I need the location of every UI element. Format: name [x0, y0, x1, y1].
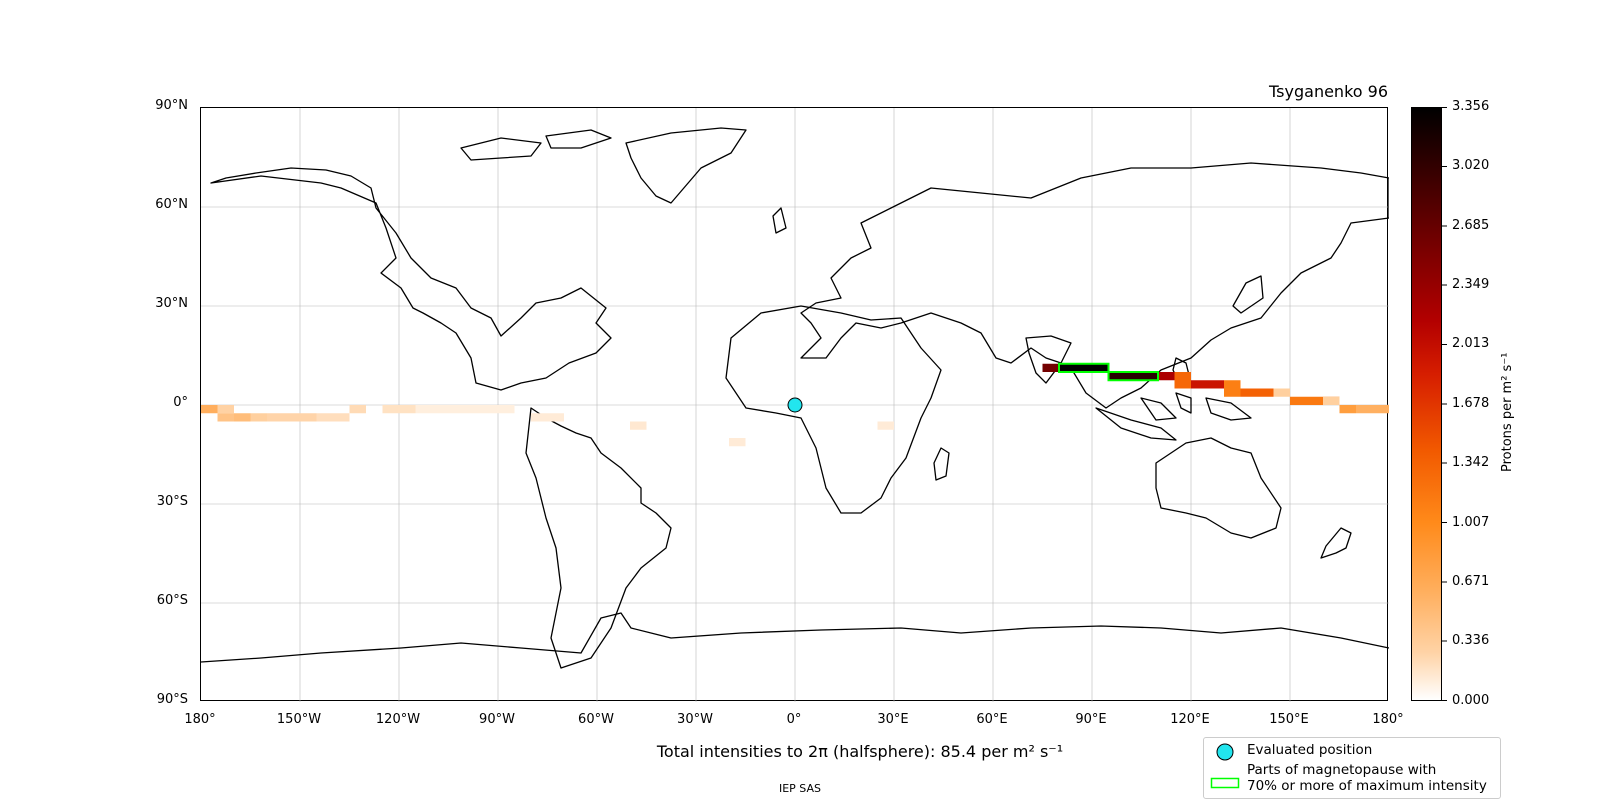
intensity-cell: [1339, 405, 1356, 414]
indonesia: [1095, 392, 1252, 441]
colorbar-tick-label: 3.020: [1452, 158, 1490, 173]
intensity-cell: [234, 413, 251, 422]
intensity-cell: [217, 405, 234, 414]
intensity-cell: [729, 438, 746, 447]
intensity-cell: [630, 421, 647, 430]
colorbar-tick-label: 0.671: [1452, 574, 1490, 589]
lat-tick-label: 60°S: [156, 593, 188, 608]
legend-marker-icon: [1216, 743, 1234, 761]
lon-tick-label: 180°: [1372, 712, 1404, 727]
magnetopause-highlights: [1058, 362, 1159, 382]
colorbar-tick-label: 2.013: [1452, 336, 1490, 351]
lon-tick-label: 150°E: [1269, 712, 1309, 727]
intensity-cell: [250, 413, 267, 422]
continents: [201, 127, 1389, 669]
legend: Evaluated position Parts of magnetopause…: [1203, 737, 1501, 799]
lat-tick-label: 90°N: [155, 98, 188, 113]
legend-entry-highlight-line1: Parts of magnetopause with: [1247, 762, 1437, 778]
map-frame: [200, 107, 1389, 702]
intensity-cell: [1323, 396, 1340, 405]
continent-greenland: [625, 127, 747, 204]
evaluated-position-layer: [787, 397, 803, 413]
lon-tick-label: 180°: [184, 712, 216, 727]
intensity-cells: [201, 363, 1389, 447]
map-canvas: [201, 108, 1389, 702]
intensity-cell: [1273, 388, 1290, 397]
legend-entry-evaluated: Evaluated position: [1247, 742, 1373, 758]
intensity-cell: [1191, 380, 1224, 389]
credit-label: IEP SAS: [778, 782, 822, 795]
intensity-cell: [531, 413, 564, 422]
lon-tick-label: 30°W: [677, 712, 713, 727]
colorbar: [1411, 107, 1442, 701]
continent-north-america: [210, 167, 612, 391]
colorbar-ticks: [1442, 107, 1447, 701]
evaluated-position-marker: [787, 397, 803, 413]
japan: [1232, 275, 1264, 314]
chart-title: Tsyganenko 96: [1269, 82, 1388, 101]
lon-tick-label: 150°W: [276, 712, 322, 727]
arctic-islands: [460, 129, 612, 161]
intensity-cell: [1224, 380, 1241, 397]
colorbar-tick-label: 3.356: [1452, 99, 1490, 114]
uk-islands: [772, 207, 787, 234]
intensity-cell: [217, 413, 234, 422]
lon-tick-label: 60°W: [578, 712, 614, 727]
lon-tick-label: 60°E: [976, 712, 1008, 727]
intensity-cell: [877, 421, 894, 430]
colorbar-tick-label: 1.007: [1452, 515, 1490, 530]
lon-tick-label: 30°E: [877, 712, 909, 727]
lat-tick-label: 30°S: [156, 494, 188, 509]
legend-highlight-icon: [1210, 777, 1240, 789]
continent-eurasia: [800, 162, 1389, 409]
colorbar-tick-label: 2.685: [1452, 218, 1490, 233]
legend-entry-highlight-line2: 70% or more of maximum intensity: [1247, 778, 1487, 794]
intensity-cell: [1356, 405, 1389, 414]
madagascar: [933, 447, 950, 481]
continent-africa: [725, 305, 942, 514]
india-peninsula: [1025, 335, 1072, 384]
lon-tick-label: 90°E: [1075, 712, 1107, 727]
magnetopause-highlight: [1107, 371, 1159, 382]
lat-tick-label: 0°: [173, 395, 188, 410]
lon-tick-label: 0°: [786, 712, 802, 727]
continent-antarctica: [201, 612, 1389, 663]
colorbar-tick-label: 0.336: [1452, 633, 1490, 648]
intensity-cell: [1290, 396, 1340, 405]
continent-australia: [1155, 437, 1282, 539]
lon-tick-label: 90°W: [479, 712, 515, 727]
intensity-cell: [1240, 388, 1274, 397]
colorbar-label: Protons per m² s⁻¹: [1500, 352, 1515, 472]
colorbar-tick-label: 0.000: [1452, 693, 1490, 708]
colorbar-tick-label: 1.678: [1452, 396, 1490, 411]
intensity-cell: [201, 405, 218, 414]
total-intensity-caption: Total intensities to 2π (halfsphere): 85…: [656, 742, 1064, 761]
intensity-cell: [1174, 372, 1191, 389]
new-zealand: [1320, 527, 1352, 559]
continent-south-america: [525, 407, 672, 669]
intensity-cell: [1158, 372, 1175, 381]
intensity-cell: [316, 413, 350, 422]
lat-tick-label: 90°S: [156, 692, 188, 707]
intensity-cell: [349, 405, 366, 414]
intensity-cell: [267, 413, 317, 422]
intensity-cell: [1108, 372, 1158, 381]
intensity-cell: [1042, 363, 1059, 372]
intensity-cell: [415, 405, 515, 414]
lat-tick-label: 30°N: [155, 296, 188, 311]
colorbar-tick-label: 2.349: [1452, 277, 1490, 292]
intensity-cell: [1059, 363, 1109, 372]
lon-tick-label: 120°E: [1170, 712, 1210, 727]
magnetopause-highlight: [1058, 362, 1110, 373]
colorbar-tick-label: 1.342: [1452, 455, 1490, 470]
lat-tick-label: 60°N: [155, 197, 188, 212]
lon-tick-label: 120°W: [375, 712, 421, 727]
intensity-cell: [382, 405, 416, 414]
